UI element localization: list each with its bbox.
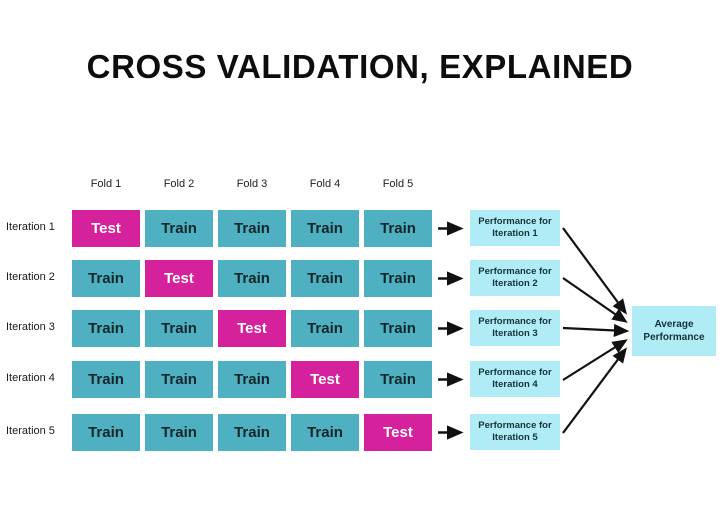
fold-cell: Train xyxy=(291,260,359,297)
fold-cell: Train xyxy=(145,361,213,398)
iteration-label: Iteration 4 xyxy=(6,372,55,384)
fold-cell: Train xyxy=(291,210,359,247)
performance-box: Performance for Iteration 3 xyxy=(470,310,560,346)
fold-cell: Train xyxy=(291,310,359,347)
fold-header: Fold 1 xyxy=(90,178,122,190)
diagram-title: CROSS VALIDATION, EXPLAINED xyxy=(86,48,634,85)
fold-cell: Train xyxy=(291,414,359,451)
iteration-label: Iteration 3 xyxy=(6,321,55,333)
fold-header: Fold 5 xyxy=(382,178,414,190)
fold-cell: Train xyxy=(72,260,140,297)
arrow-connector xyxy=(562,347,627,434)
performance-box: Performance for Iteration 5 xyxy=(470,414,560,450)
fold-cell: Train xyxy=(364,260,432,297)
arrow-connector xyxy=(562,339,628,381)
fold-header: Fold 4 xyxy=(309,178,341,190)
fold-cell: Train xyxy=(145,414,213,451)
fold-cell: Train xyxy=(218,361,286,398)
fold-cell: Train xyxy=(218,210,286,247)
fold-cell: Train xyxy=(364,361,432,398)
performance-box: Performance for Iteration 4 xyxy=(470,361,560,397)
fold-cell: Test xyxy=(218,310,286,347)
fold-cell: Train xyxy=(218,260,286,297)
fold-cell: Test xyxy=(145,260,213,297)
fold-cell: Test xyxy=(364,414,432,451)
fold-header: Fold 2 xyxy=(163,178,195,190)
fold-cell: Train xyxy=(145,210,213,247)
arrow-connector xyxy=(562,323,630,338)
fold-cell: Train xyxy=(72,361,140,398)
fold-header: Fold 3 xyxy=(236,178,268,190)
arrow-connector xyxy=(562,277,628,323)
fold-cell: Train xyxy=(364,310,432,347)
iteration-label: Iteration 2 xyxy=(6,271,55,283)
fold-cell: Train xyxy=(218,414,286,451)
iteration-label: Iteration 5 xyxy=(6,425,55,437)
average-performance-box: Average Performance xyxy=(632,306,716,356)
fold-cell: Train xyxy=(72,414,140,451)
fold-cell: Train xyxy=(364,210,432,247)
fold-cell: Train xyxy=(72,310,140,347)
performance-box: Performance for Iteration 1 xyxy=(470,210,560,246)
arrow-connector xyxy=(562,227,627,315)
fold-cell: Test xyxy=(291,361,359,398)
iteration-label: Iteration 1 xyxy=(6,221,55,233)
performance-box: Performance for Iteration 2 xyxy=(470,260,560,296)
fold-cell: Test xyxy=(72,210,140,247)
fold-cell: Train xyxy=(145,310,213,347)
